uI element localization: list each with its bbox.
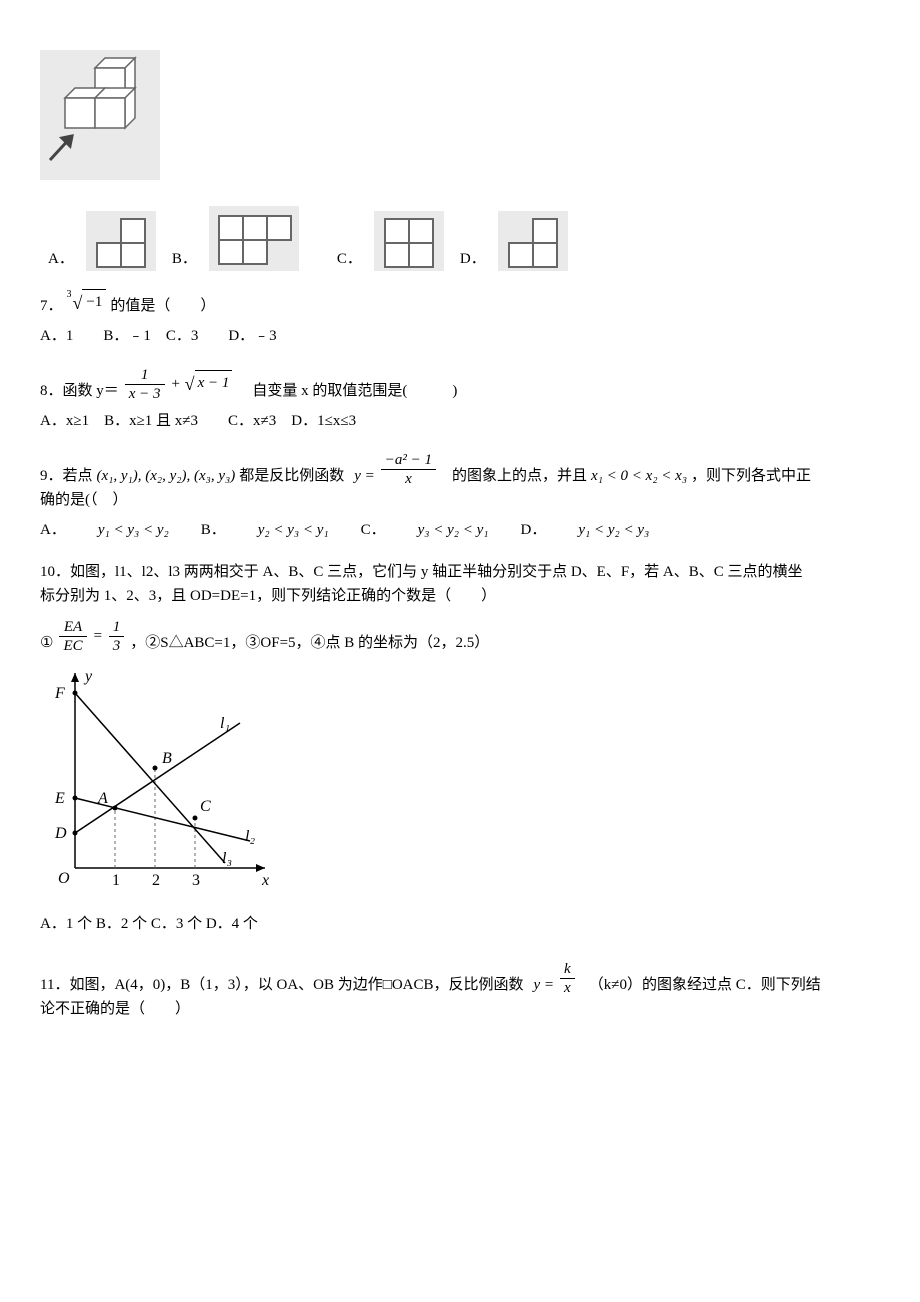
q9-opts: A．y₁ < y₃ < y₂ B．y₂ < y₃ < y₁ C．y₃ < y₂ … <box>40 518 880 542</box>
q6-options: A． B． C． D． <box>40 206 880 271</box>
q8-prefix: 8．函数 y＝ <box>40 379 119 403</box>
svg-text:1: 1 <box>112 872 120 889</box>
svg-text:l₁: l₁ <box>220 715 230 732</box>
q7-cuberoot: 3 √ −1 <box>67 289 107 318</box>
q7-prefix: 7． <box>40 294 63 318</box>
q6-opt-A-svg <box>86 211 156 271</box>
svg-text:y: y <box>83 668 93 685</box>
q10-line1: 10．如图，l1、l2、l3 两两相交于 A、B、C 三点，它们与 y 轴正半轴… <box>40 560 880 584</box>
svg-text:3: 3 <box>192 872 200 889</box>
q11-line2: 论不正确的是（ ） <box>40 997 880 1021</box>
q9-suf1: 的图象上的点，并且 <box>452 464 587 488</box>
q8: 8．函数 y＝ 1 x − 3 + √ x − 1 自变量 x 的取值范围是( … <box>40 366 880 433</box>
q6-opt-C-label: C． <box>337 247 362 271</box>
q10-graph: y x O 1 2 3 D E <box>40 663 280 898</box>
svg-text:l₃: l₃ <box>222 850 232 867</box>
q11: 11．如图，A(4，0)，B（1，3），以 OA、OB 为边作□OACB，反比例… <box>40 960 880 1021</box>
svg-text:l₂: l₂ <box>245 828 255 845</box>
cube-3d-svg <box>40 50 160 180</box>
q9-line2: 确的是(（ ） <box>40 488 880 512</box>
q9-suf2: ，则下列各式中正 <box>691 464 811 488</box>
svg-text:A: A <box>97 790 108 807</box>
q8-opts: A．x≥1 B．x≥1 且 x≠3 C．x≠3 D．1≤x≤3 <box>40 409 880 433</box>
q6-opt-C-svg <box>374 211 444 271</box>
q9-prefix: 9．若点 <box>40 464 93 488</box>
q7: 7． 3 √ −1 的值是（ ） A．1 B．﹣1 C．3 D．﹣3 <box>40 289 880 348</box>
q9-points: (x₁, y₁), (x₂, y₂), (x₃, y₃) <box>97 464 236 488</box>
q10-line2: 标分别为 1、2、3，且 OD=DE=1，则下列结论正确的个数是（ ） <box>40 584 880 608</box>
q10-opts: A．1 个 B．2 个 C．3 个 D．4 个 <box>40 912 880 936</box>
q7-opts: A．1 B．﹣1 C．3 D．﹣3 <box>40 324 880 348</box>
svg-text:E: E <box>54 790 65 807</box>
svg-text:D: D <box>54 825 67 842</box>
q10-fracL: EA EC <box>59 618 86 655</box>
q9-mid: 都是反比例函数 <box>239 464 344 488</box>
q11-line1a: 11．如图，A(4，0)，B（1，3），以 OA、OB 为边作□OACB，反比例… <box>40 973 524 997</box>
q6-opt-B-label: B． <box>172 247 197 271</box>
q6-opt-B-svg <box>209 206 299 271</box>
q6-figure <box>40 50 880 188</box>
q8-frac: 1 x − 3 <box>125 366 165 403</box>
svg-text:F: F <box>54 685 65 702</box>
q6-opt-A-label: A． <box>48 247 74 271</box>
q6-opt-D-label: D． <box>460 247 486 271</box>
q9-frac: −a² − 1 x <box>381 451 436 488</box>
q10-item-rest: ，②S△ABC=1，③OF=5，④点 B 的坐标为（2，2.5） <box>130 631 489 655</box>
svg-text:x: x <box>261 872 269 889</box>
q10-fracR: 1 3 <box>109 618 125 655</box>
q8-sqrt: √ x − 1 <box>185 370 233 399</box>
q7-suffix: 的值是（ ） <box>110 294 215 318</box>
svg-text:2: 2 <box>152 872 160 889</box>
q8-suffix: 自变量 x 的取值范围是( ) <box>252 379 457 403</box>
q10: 10．如图，l1、l2、l3 两两相交于 A、B、C 三点，它们与 y 轴正半轴… <box>40 560 880 936</box>
q6-opt-D-svg <box>498 211 568 271</box>
svg-text:C: C <box>200 798 211 815</box>
q11-line1b: （k≠0）的图象经过点 C．则下列结 <box>589 973 821 997</box>
svg-text:B: B <box>162 750 172 767</box>
q9: 9．若点 (x₁, y₁), (x₂, y₂), (x₃, y₃) 都是反比例函… <box>40 451 880 542</box>
q11-frac: k x <box>560 960 575 997</box>
q9-cond: x₁ < 0 < x₂ < x₃ <box>591 464 687 488</box>
svg-text:O: O <box>58 870 70 887</box>
